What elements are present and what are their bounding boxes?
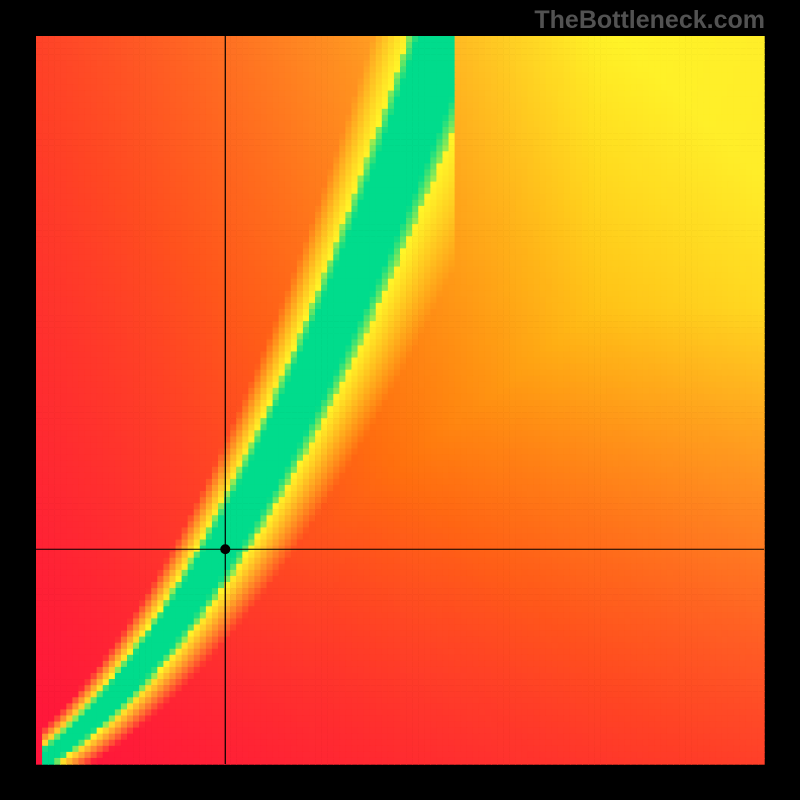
bottleneck-heatmap bbox=[0, 0, 800, 800]
watermark-text: TheBottleneck.com bbox=[534, 6, 765, 35]
chart-container: TheBottleneck.com bbox=[0, 0, 800, 800]
